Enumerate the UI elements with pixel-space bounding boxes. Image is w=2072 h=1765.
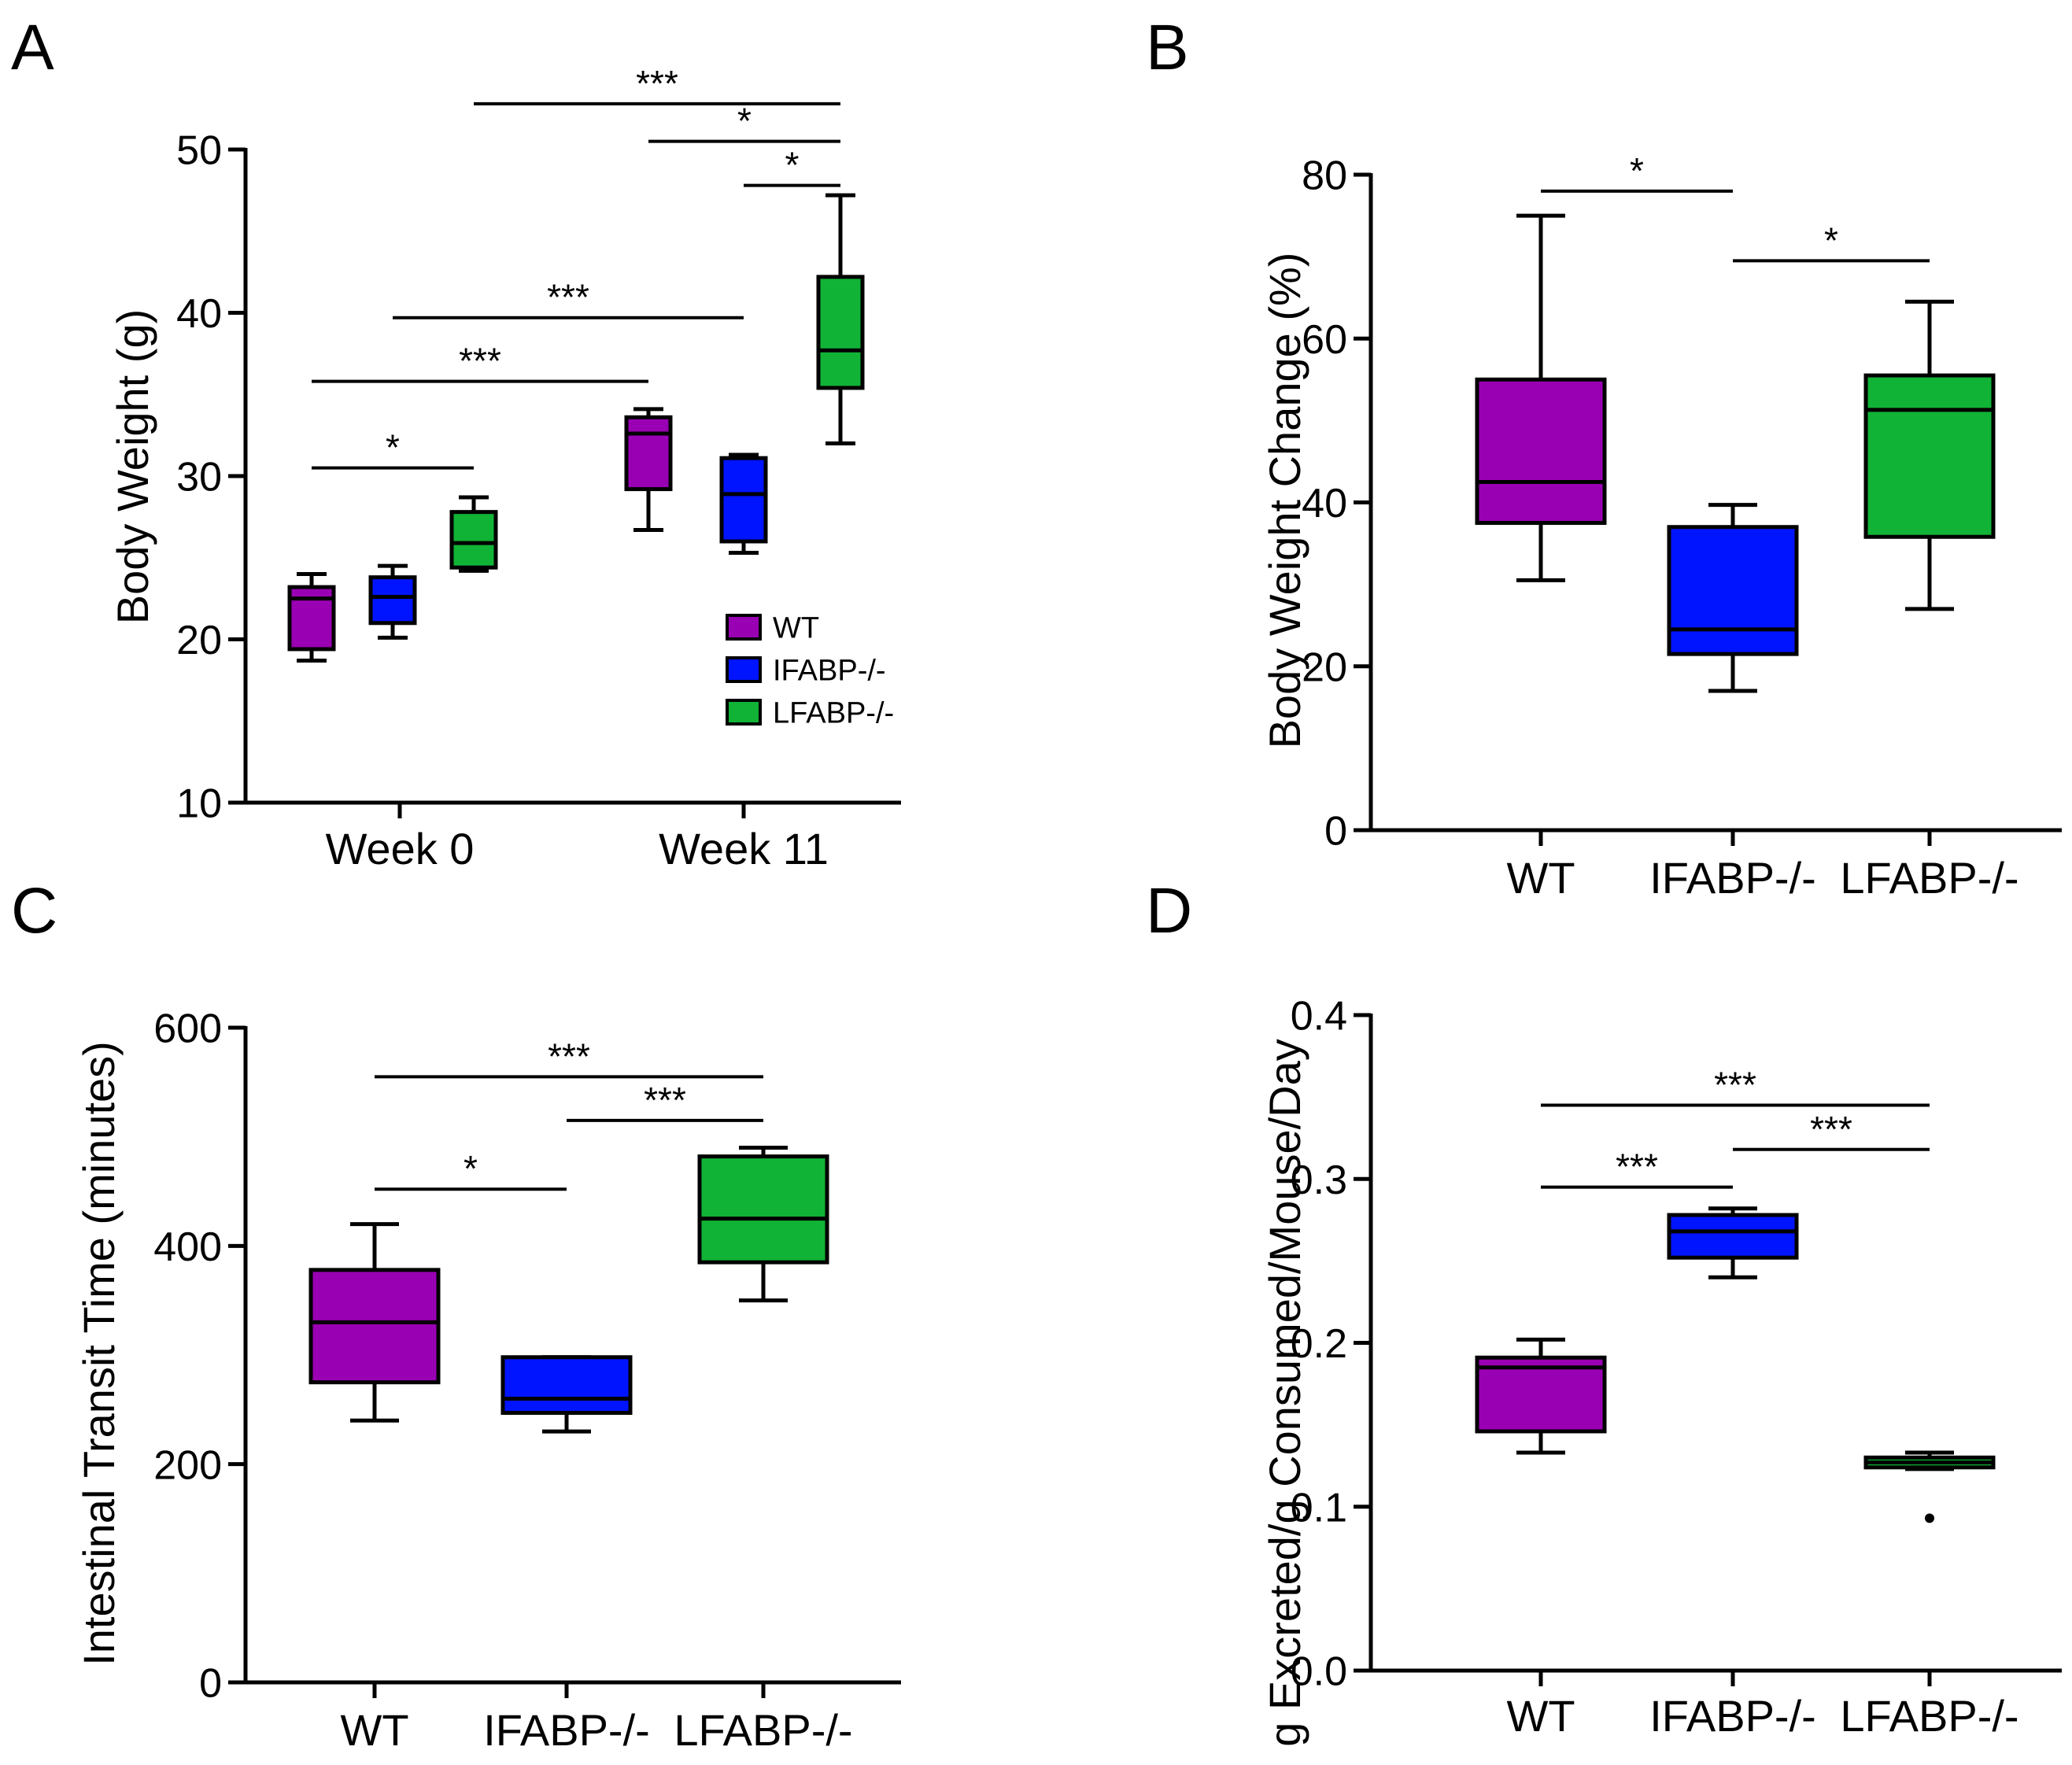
y-tick-label-a: 10 xyxy=(176,781,222,827)
x-tick-label-c: IFABP-/- xyxy=(483,1705,650,1755)
x-tick-label-b: WT xyxy=(1506,853,1575,903)
significance-label-d: *** xyxy=(1810,1109,1852,1150)
box-iqr xyxy=(287,585,336,652)
significance-label-d: *** xyxy=(1616,1147,1658,1187)
panel-d-excretion: D g Excreted/g Consumed/Mouse/Day 0.0 0.1… xyxy=(1146,875,2062,1747)
box-iqr xyxy=(719,456,768,544)
significance-label-a: *** xyxy=(636,63,678,104)
x-tick-label-b: IFABP-/- xyxy=(1649,853,1816,903)
legend-swatch-ifabp xyxy=(726,656,762,683)
outlier-point xyxy=(1925,1513,1934,1523)
y-axis-label-d: g Excreted/g Consumed/Mouse/Day xyxy=(1260,1039,1309,1747)
box-iqr xyxy=(697,1154,829,1265)
y-tick-label-d: 0.4 xyxy=(1291,994,1347,1039)
box-a-wt xyxy=(624,407,673,532)
box-a-ifabp xyxy=(719,452,768,556)
significance-label-b: * xyxy=(1630,150,1644,191)
significance-label-a: * xyxy=(785,145,800,186)
box-iqr xyxy=(624,415,673,492)
significance-label-c: *** xyxy=(644,1080,686,1121)
x-tick-label-d: IFABP-/- xyxy=(1649,1691,1816,1741)
y-tick-label-d: 0.1 xyxy=(1291,1485,1347,1531)
box-iqr xyxy=(368,575,417,626)
box-a-lfabp xyxy=(449,495,498,573)
box-iqr xyxy=(1475,1355,1607,1434)
x-tick-label-c: WT xyxy=(340,1705,408,1755)
box-iqr xyxy=(500,1355,633,1415)
box-iqr xyxy=(449,510,498,570)
y-axis-label-b: Body Weight Change (%) xyxy=(1260,253,1309,749)
y-tick-label-b: 20 xyxy=(1302,644,1347,690)
panel-label-c: C xyxy=(11,875,57,947)
panel-b-body-weight-change: B Body Weight Change (%) 0 20 40 60 80 WT IFAB… xyxy=(1146,12,2062,903)
box-c-ifabp xyxy=(500,1355,633,1434)
y-tick-label-b: 0 xyxy=(1324,809,1347,855)
box-d-ifabp xyxy=(1667,1206,1799,1279)
x-tick-label-a: Week 0 xyxy=(326,824,475,873)
significance-label-a: * xyxy=(386,427,400,468)
panel-label-a: A xyxy=(11,12,54,83)
y-tick-label-d: 0.3 xyxy=(1291,1158,1347,1203)
y-tick-label-b: 80 xyxy=(1302,153,1347,199)
panel-label-b: B xyxy=(1146,12,1189,83)
box-d-wt xyxy=(1475,1337,1607,1455)
y-tick-label-d: 0.0 xyxy=(1291,1649,1347,1695)
y-tick-label-b: 60 xyxy=(1302,317,1347,363)
significance-label-d: *** xyxy=(1714,1065,1756,1106)
x-tick-label-b: LFABP-/- xyxy=(1840,853,2018,903)
box-iqr xyxy=(1667,525,1799,656)
y-axis-label-c: Intestinal Transit Time (minutes) xyxy=(74,1041,124,1666)
box-iqr xyxy=(1863,373,1996,539)
legend-label: WT xyxy=(773,612,819,645)
legend-swatch-lfabp xyxy=(726,699,762,726)
y-tick-label-c: 0 xyxy=(199,1661,222,1707)
box-iqr xyxy=(1475,377,1607,526)
y-tick-label-b: 40 xyxy=(1302,481,1347,526)
box-iqr xyxy=(1667,1213,1799,1260)
y-tick-label-a: 30 xyxy=(176,455,222,500)
x-tick-label-d: LFABP-/- xyxy=(1840,1691,2018,1741)
legend-label: IFABP-/- xyxy=(773,655,886,688)
box-a-wt xyxy=(287,572,336,663)
box-a-ifabp xyxy=(368,563,417,640)
y-tick-label-d: 0.2 xyxy=(1291,1321,1347,1367)
box-b-lfabp xyxy=(1863,299,1996,611)
panel-a-body-weight: A Body Weight (g) 10 20 30 40 50 Week 0 Week 1… xyxy=(11,12,901,873)
panel-c-intestinal-transit: C Intestinal Transit Time (minutes) 0 200… xyxy=(11,875,901,1755)
box-c-lfabp xyxy=(697,1146,829,1303)
x-tick-label-a: Week 11 xyxy=(659,824,829,873)
box-iqr xyxy=(308,1268,441,1385)
y-tick-label-c: 400 xyxy=(153,1224,222,1270)
y-tick-label-c: 200 xyxy=(153,1442,222,1488)
legend-label: LFABP-/- xyxy=(773,697,894,730)
box-d-lfabp xyxy=(1863,1450,1996,1523)
significance-label-c: *** xyxy=(548,1036,590,1076)
box-b-ifabp xyxy=(1667,503,1799,693)
box-b-wt xyxy=(1475,213,1607,582)
y-tick-label-a: 50 xyxy=(176,128,222,174)
significance-label-a: *** xyxy=(459,341,501,382)
box-a-lfabp xyxy=(816,193,865,445)
significance-label-c: * xyxy=(464,1148,478,1189)
y-axis-label-a: Body Weight (g) xyxy=(108,309,157,624)
box-c-wt xyxy=(308,1222,441,1423)
significance-label-a: *** xyxy=(547,277,589,318)
legend-swatch-wt xyxy=(726,614,762,641)
box-iqr xyxy=(816,275,865,390)
y-tick-label-a: 40 xyxy=(176,291,222,337)
panel-label-d: D xyxy=(1146,875,1192,947)
significance-label-b: * xyxy=(1824,220,1838,260)
x-tick-label-d: WT xyxy=(1506,1691,1575,1741)
legend-a: WT IFABP-/- LFABP-/- xyxy=(726,612,894,730)
y-tick-label-c: 600 xyxy=(153,1006,222,1052)
significance-label-a: * xyxy=(737,101,752,142)
y-tick-label-a: 20 xyxy=(176,618,222,663)
x-tick-label-c: LFABP-/- xyxy=(674,1705,852,1755)
